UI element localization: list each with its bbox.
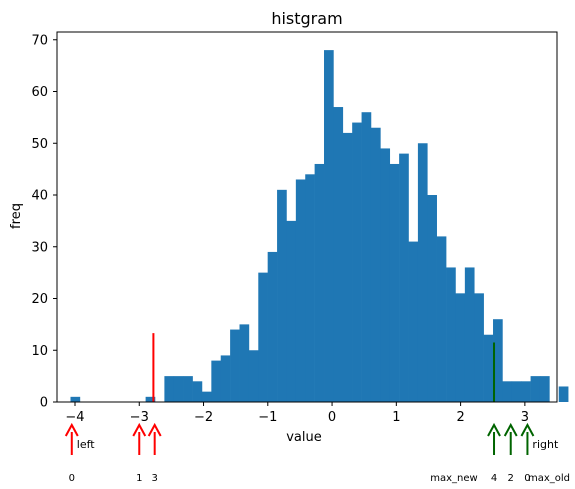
histogram-bar xyxy=(333,107,344,402)
histogram-bar xyxy=(324,50,334,403)
histogram-bar xyxy=(446,267,456,402)
histogram-bar xyxy=(408,241,419,402)
arrow-marker-5: right 0 xyxy=(520,422,559,484)
histogram-bar xyxy=(201,391,212,402)
histogram-bar xyxy=(521,381,531,402)
arrow-marker-2: 3 xyxy=(147,422,162,484)
x-axis-label: value xyxy=(286,430,322,445)
arrow-index-label: 3 xyxy=(151,473,157,484)
y-tick-label: 40 xyxy=(31,189,48,204)
y-tick-label: 20 xyxy=(31,292,48,307)
arrow-index-label: 1 xyxy=(136,473,142,484)
x-tick-label: 0 xyxy=(328,410,336,425)
markers-layer xyxy=(152,333,496,402)
histogram-bar xyxy=(70,396,81,402)
histogram-bar xyxy=(502,381,513,402)
arrow-marker-4: 2 xyxy=(503,422,518,484)
histogram-bar xyxy=(361,112,372,403)
histogram-bar xyxy=(417,143,428,403)
histogram-bar xyxy=(530,376,541,402)
histogram-bar xyxy=(539,376,550,402)
histogram-bar xyxy=(399,153,409,402)
y-tick-label: 10 xyxy=(31,344,48,359)
x-tick-label: −1 xyxy=(258,410,277,425)
chart-title: histgram xyxy=(271,9,342,28)
arrow-label: left xyxy=(77,438,96,451)
histogram-bar xyxy=(436,236,447,402)
x-tick-label: −3 xyxy=(130,410,149,425)
histogram-bar xyxy=(286,220,297,402)
arrow-marker-3: 4 xyxy=(487,422,501,484)
x-tick-label: 1 xyxy=(392,410,400,425)
y-tick-label: 0 xyxy=(40,396,48,411)
histogram-bar xyxy=(455,293,466,402)
histogram-bar xyxy=(239,324,250,402)
arrow-index-label: 0 xyxy=(524,473,530,484)
arrow-index-label: 2 xyxy=(508,473,514,484)
histogram-bar xyxy=(464,267,475,402)
histogram-bar xyxy=(558,386,569,402)
histogram-bar xyxy=(145,396,156,402)
max-new-annotation: max_new xyxy=(430,473,477,484)
histogram-bar xyxy=(380,148,391,402)
histogram-bar xyxy=(164,376,175,402)
arrow-head xyxy=(520,422,535,437)
arrow-head xyxy=(132,422,147,437)
histogram-bar xyxy=(277,189,287,402)
histogram-bar xyxy=(305,174,315,402)
histogram-bar xyxy=(483,334,494,402)
y-axis-label: freq xyxy=(9,203,24,229)
histogram-bar xyxy=(511,381,522,402)
y-tick-label: 30 xyxy=(31,240,48,255)
arrow-marker-0: left 0 xyxy=(64,422,96,484)
arrow-label: right xyxy=(532,438,559,451)
histogram-bar xyxy=(295,179,306,402)
histogram-bar xyxy=(248,350,259,402)
y-tick-label: 60 xyxy=(31,85,48,100)
arrow-head xyxy=(64,422,79,437)
arrow-head xyxy=(503,422,518,437)
histogram-bar xyxy=(314,163,325,402)
histogram-bar xyxy=(220,355,231,402)
histogram-bar xyxy=(230,329,240,402)
arrows-layer: left 0 1 3 4 2 right 0 xyxy=(64,422,559,484)
y-tick-label: 70 xyxy=(31,33,48,48)
histogram-bar xyxy=(370,127,381,403)
plot-frame xyxy=(56,31,558,403)
max-old-annotation: max_old xyxy=(528,473,570,484)
histogram-bar xyxy=(352,122,362,402)
histogram-bar xyxy=(258,272,268,402)
histogram-bar xyxy=(389,163,400,402)
x-tick-label: 3 xyxy=(521,410,529,425)
arrow-head xyxy=(487,422,501,437)
histogram-bar xyxy=(493,319,503,402)
y-tick-label: 50 xyxy=(31,137,48,152)
histogram-bar xyxy=(192,381,203,402)
arrow-head xyxy=(147,422,162,437)
histogram-bar xyxy=(267,251,278,402)
x-tick-label: −2 xyxy=(194,410,213,425)
histogram-bar xyxy=(427,195,437,402)
x-tick-label: 2 xyxy=(456,410,464,425)
arrow-index-label: 0 xyxy=(69,473,75,484)
arrow-marker-1: 1 xyxy=(132,422,147,484)
histogram-bar xyxy=(183,376,193,402)
histogram-bar xyxy=(474,293,484,402)
histogram-bar xyxy=(211,360,222,402)
bars-layer xyxy=(70,50,569,403)
x-tick-label: −4 xyxy=(65,410,84,425)
histogram-bar xyxy=(342,132,353,402)
histogram-bar xyxy=(173,376,184,402)
arrow-index-label: 4 xyxy=(491,473,497,484)
